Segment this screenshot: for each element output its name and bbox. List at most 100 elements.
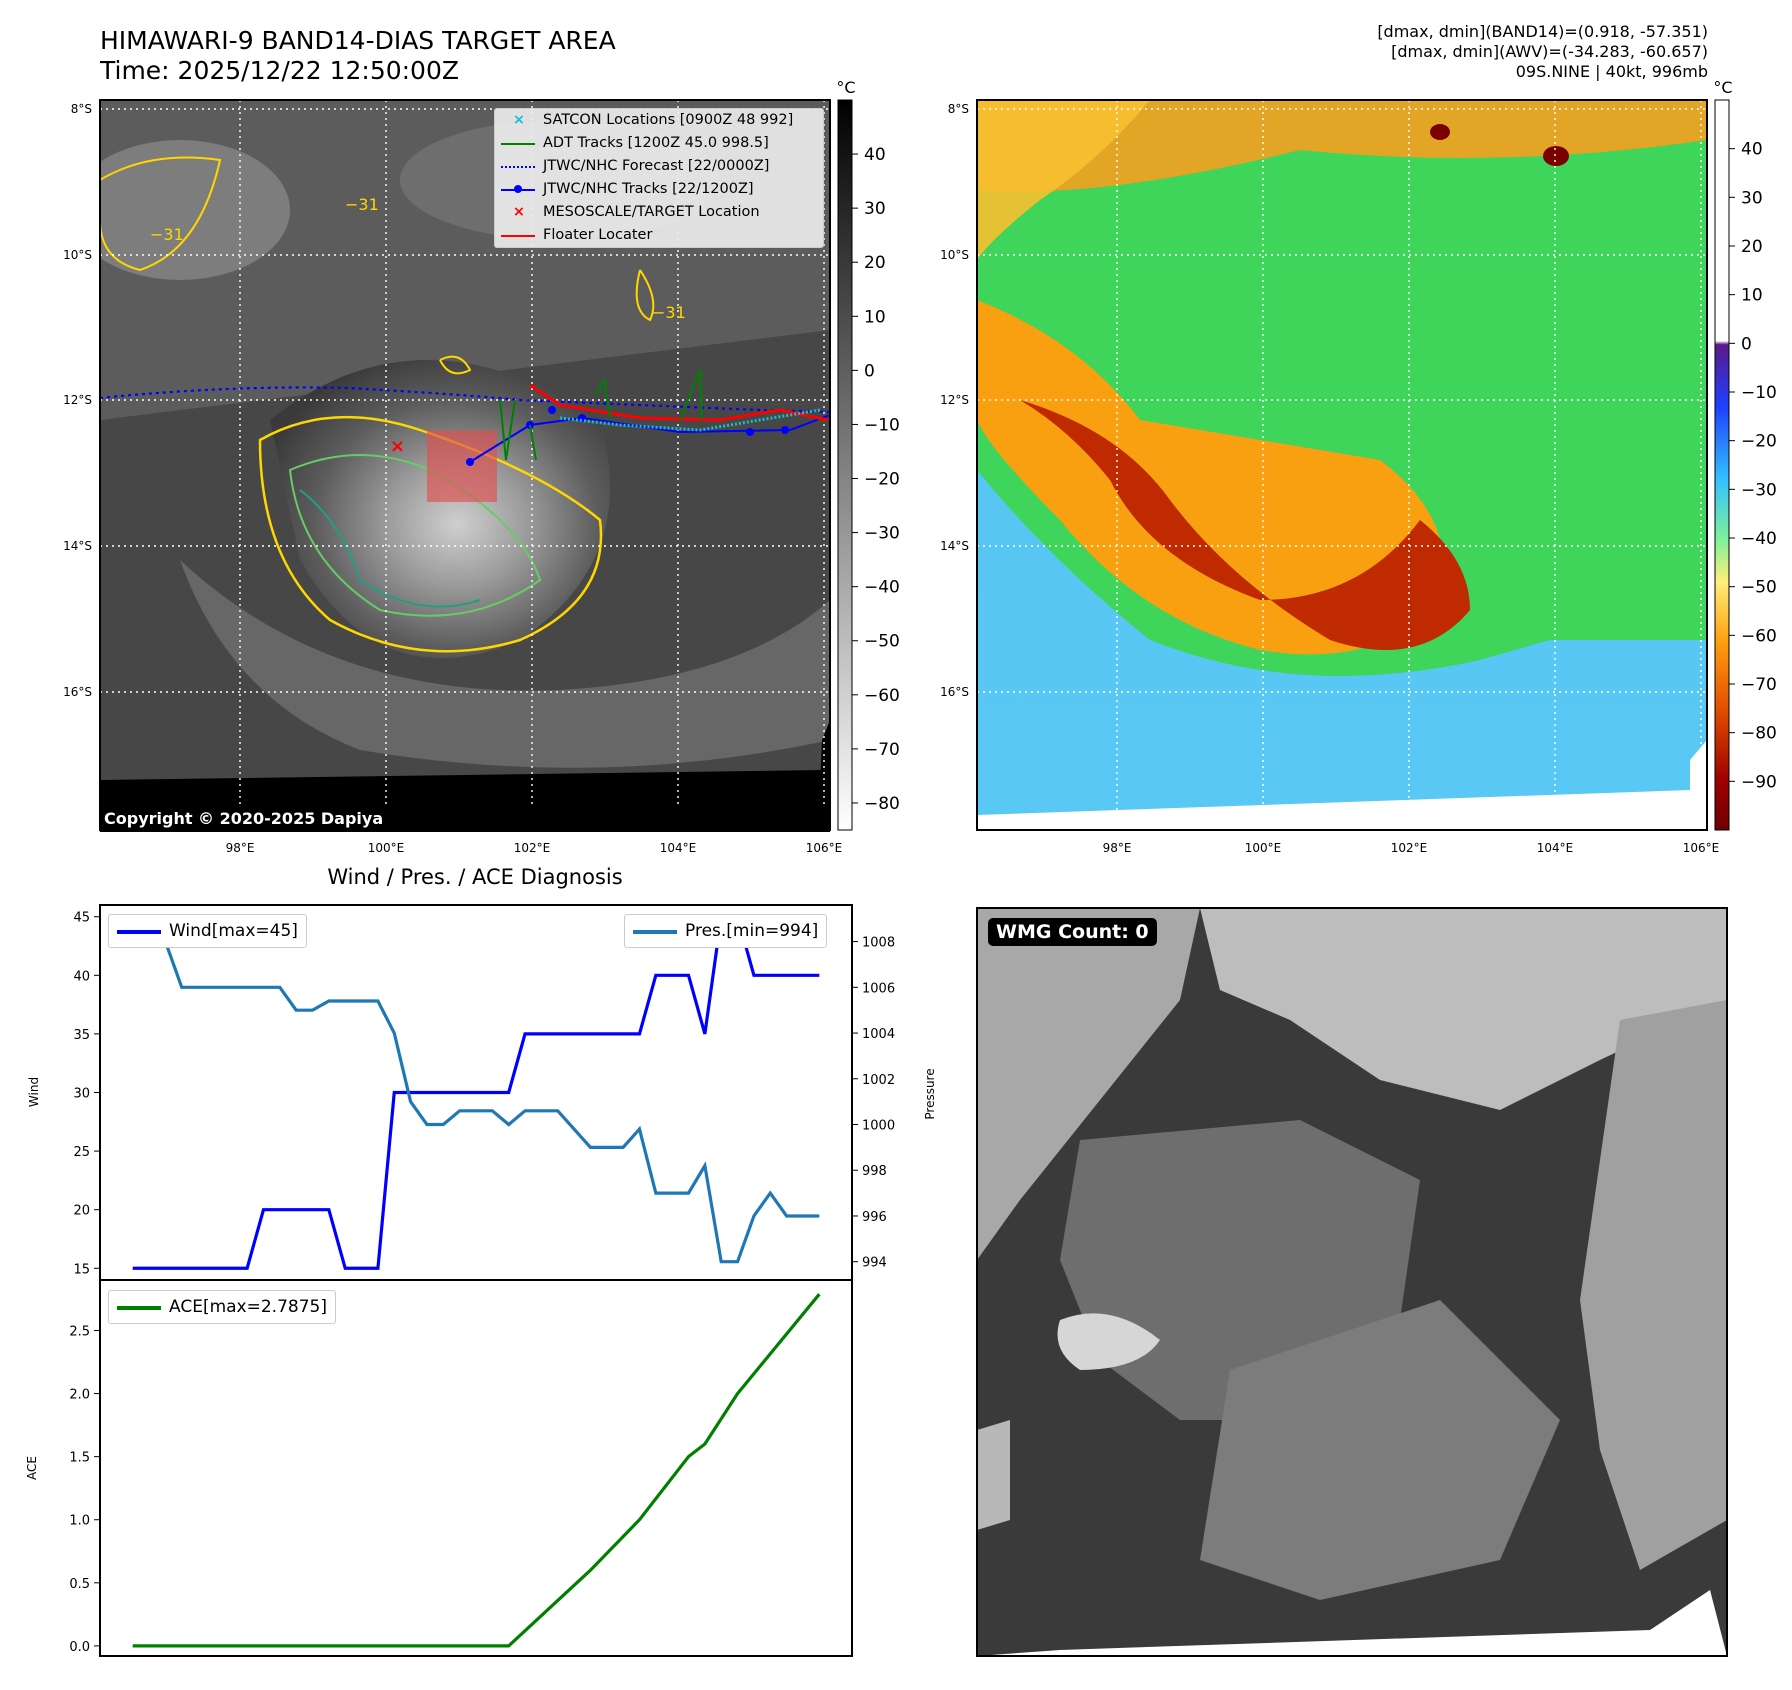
ace-legend: ACE[max=2.7875] [108, 1290, 336, 1324]
pressure-tick-label: 998 [862, 1164, 887, 1179]
colorbar-tick-label: −40 [864, 578, 900, 598]
map-legend: × SATCON Locations [0900Z 48 992] ADT Tr… [494, 108, 824, 248]
best-track [469, 414, 831, 463]
ir-map-lon-labels: 98°E 100°E 102°E 104°E 106°E [226, 841, 843, 855]
pressure-tick-label: 996 [862, 1210, 887, 1225]
colorbar-tick-label: −20 [1741, 432, 1777, 452]
pressure-tick-label: 1002 [862, 1073, 895, 1088]
colorbar-tick-label: 20 [864, 253, 886, 273]
svg-text:106°E: 106°E [1683, 841, 1720, 855]
legend-entry-floater: Floater Locater [495, 224, 823, 247]
colorbar-tick-label: −70 [1741, 675, 1777, 695]
colorbar-tick-label: −60 [864, 686, 900, 706]
color-colorbar: °C 40 30 20 10 0 −10 −20 −30 −40 −50 −60 −70 −80 −90 [1713, 78, 1777, 831]
colorbar-tick-label: −80 [1741, 724, 1777, 744]
wind-tick-label: 20 [73, 1204, 90, 1219]
target-location-marker: × [390, 436, 405, 457]
pressure-legend: Pres.[min=994] [624, 914, 828, 948]
wmg-frame [976, 907, 1728, 1657]
colorbar-tick-label: 10 [1741, 286, 1763, 306]
color-map-gridlines [977, 100, 1707, 830]
ir-map-lat-labels: 8°S 10°S 12°S 14°S 16°S [63, 102, 92, 699]
wind-tick-label: 15 [73, 1262, 90, 1277]
colorbar-tick-label: −50 [1741, 578, 1777, 598]
ace-tick-label: 0.5 [69, 1577, 90, 1592]
colorbar-tick-label: −30 [1741, 480, 1777, 500]
pressure-line-icon [633, 930, 677, 934]
color-map-frame [976, 99, 1708, 831]
colorbar-tick-label: −20 [864, 470, 900, 490]
wind-axis-label: Wind [27, 1077, 41, 1107]
stats-line-2: [dmax, dmin](AWV)=(-34.283, -60.657) [1391, 42, 1708, 61]
colorbar-tick-label: −70 [864, 740, 900, 760]
legend-entry-adt: ADT Tracks [1200Z 45.0 998.5] [495, 132, 823, 155]
colorbar-tick-label: 40 [864, 145, 886, 165]
target-x-icon: × [512, 204, 526, 220]
wmg-count-badge: WMG Count: 0 [988, 918, 1157, 946]
forecast-dotted-icon [501, 166, 535, 168]
legend-entry-satcon: × SATCON Locations [0900Z 48 992] [495, 109, 823, 132]
stats-line-1: [dmax, dmin](BAND14)=(0.918, -57.351) [1377, 22, 1708, 41]
svg-text:102°E: 102°E [1391, 841, 1428, 855]
svg-text:100°E: 100°E [1245, 841, 1282, 855]
legend-entry-target: × MESOSCALE/TARGET Location [495, 201, 823, 224]
wind-tick-label: 25 [73, 1145, 90, 1160]
colorbar-tick-label: −30 [864, 524, 900, 544]
svg-text:°C: °C [1713, 78, 1732, 97]
svg-text:12°S: 12°S [940, 393, 969, 407]
diagnosis-panel: Wind / Pres. / ACE Diagnosis 15 20 25 30 35 4… [25, 865, 937, 1657]
colorbar-tick-label: 30 [864, 199, 886, 219]
wind-legend: Wind[max=45] [108, 914, 307, 948]
legend-entry-tracks: JTWC/NHC Tracks [22/1200Z] [495, 178, 823, 201]
ace-tick-label: 1.0 [69, 1514, 90, 1529]
title-line-1: HIMAWARI-9 BAND14-DIAS TARGET AREA [100, 26, 616, 55]
svg-text:16°S: 16°S [940, 685, 969, 699]
ace-line-icon [117, 1306, 161, 1310]
colorbar-tick-label: 40 [1741, 140, 1763, 160]
contour-label: −31 [652, 303, 686, 322]
color-map-panel: 8°S 10°S 12°S 14°S 16°S 98°E 100°E 102°E… [940, 99, 1720, 855]
svg-text:12°S: 12°S [63, 393, 92, 407]
colorbar-tick-label: −50 [864, 632, 900, 652]
wind-tick-label: 30 [73, 1087, 90, 1102]
colorbar-tick-label: 0 [864, 361, 875, 381]
stats-block: [dmax, dmin](BAND14)=(0.918, -57.351) [d… [1377, 22, 1708, 82]
wmg-panel [976, 907, 1728, 1657]
svg-text:98°E: 98°E [226, 841, 255, 855]
colorbar-tick-label: −60 [1741, 626, 1777, 646]
stats-line-3: 09S.NINE | 40kt, 996mb [1515, 62, 1708, 81]
ace-tick-label: 2.0 [69, 1388, 90, 1403]
ace-tick-label: 0.0 [69, 1640, 90, 1655]
ir-map-tracks: × −31 −31 −31 [99, 195, 831, 466]
pressure-tick-label: 1008 [862, 936, 895, 951]
figure-title: HIMAWARI-9 BAND14-DIAS TARGET AREA Time:… [100, 26, 616, 86]
contour-label: −31 [150, 225, 184, 244]
pressure-series-line [132, 917, 820, 1264]
wind-tick-label: 45 [73, 911, 90, 926]
contour-label: −31 [345, 195, 379, 214]
legend-entry-forecast: JTWC/NHC Forecast [22/0000Z] [495, 155, 823, 178]
colorbar-tick-label: −40 [1741, 529, 1777, 549]
ace-series-line [132, 1293, 821, 1648]
svg-text:100°E: 100°E [368, 841, 405, 855]
adt-line-icon [501, 143, 535, 145]
diagnosis-title: Wind / Pres. / ACE Diagnosis [327, 865, 622, 889]
svg-text:10°S: 10°S [63, 248, 92, 262]
colorbar-tick-label: 30 [1741, 188, 1763, 208]
colorbar-tick-label: −10 [1741, 383, 1777, 403]
svg-text:16°S: 16°S [63, 685, 92, 699]
svg-text:102°E: 102°E [514, 841, 551, 855]
title-line-2: Time: 2025/12/22 12:50:00Z [100, 56, 459, 85]
colorbar-tick-label: −90 [1741, 772, 1777, 792]
wind-tick-label: 40 [73, 969, 90, 984]
floater-line-icon [501, 235, 535, 237]
pressure-tick-label: 994 [862, 1256, 887, 1271]
gray-colorbar: °C 40 30 20 10 0 −10 −20 −30 −40 −50 −60 −70 −80 [836, 78, 900, 831]
svg-text:8°S: 8°S [948, 102, 969, 116]
copyright-banner: Copyright © 2020-2025 Dapiya [100, 806, 830, 832]
svg-text:104°E: 104°E [660, 841, 697, 855]
pressure-tick-label: 1006 [862, 981, 895, 996]
colorbar-tick-label: −10 [864, 415, 900, 435]
ace-axis-label: ACE [25, 1456, 39, 1480]
